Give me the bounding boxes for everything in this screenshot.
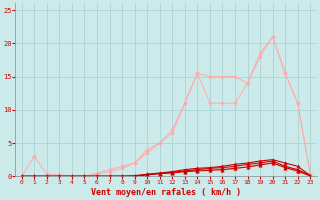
X-axis label: Vent moyen/en rafales ( km/h ): Vent moyen/en rafales ( km/h ) — [91, 188, 241, 197]
